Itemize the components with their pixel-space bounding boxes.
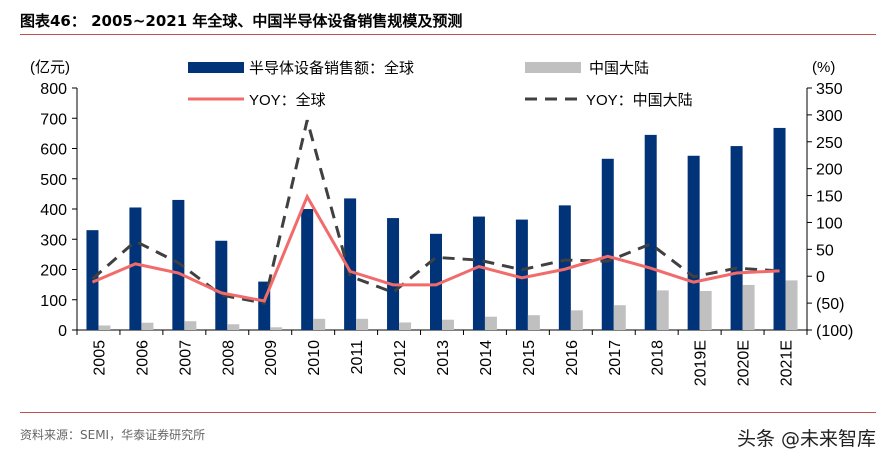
bar-global: [773, 127, 786, 331]
left-axis-label: (亿元): [30, 59, 70, 76]
line-yoy-china: [91, 119, 780, 305]
bar-china: [141, 322, 154, 330]
bar-global: [472, 216, 485, 330]
bar-china: [184, 321, 197, 330]
bar-global: [644, 134, 657, 330]
bar-global: [515, 219, 528, 330]
bar-china: [527, 315, 540, 330]
bar-china: [484, 316, 497, 330]
x-tick-label: 2011: [349, 340, 366, 375]
x-tick-label: 2008: [220, 340, 237, 376]
bar-china: [613, 305, 626, 330]
left-tick-label: 700: [40, 111, 67, 128]
right-tick-label: 100: [816, 215, 843, 232]
x-tick-label: 2010: [306, 340, 323, 376]
x-tick-label: 2021E: [779, 340, 796, 386]
left-tick-label: 100: [40, 293, 67, 310]
bar-china: [785, 280, 798, 330]
x-tick-label: 2013: [435, 340, 452, 376]
x-tick-label: 2007: [177, 340, 194, 376]
bar-global: [172, 199, 185, 330]
bar-china: [313, 318, 326, 330]
bar-china: [442, 319, 454, 330]
right-tick-label: (50): [816, 296, 844, 313]
left-tick-label: 800: [40, 81, 67, 98]
footer-divider: [20, 412, 876, 413]
bar-china: [656, 290, 669, 330]
bar-china: [270, 327, 283, 330]
left-tick-label: 300: [40, 232, 67, 249]
right-tick-label: 350: [816, 81, 843, 98]
bar-global: [601, 158, 614, 330]
right-tick-label: 300: [816, 108, 843, 125]
x-tick-label: 2005: [91, 340, 108, 376]
legend-swatch-global-bar: [188, 62, 244, 73]
right-tick-label: 200: [816, 162, 843, 179]
right-axis-label: (%): [812, 59, 835, 76]
left-tick-label: 200: [40, 263, 67, 280]
bar-global: [730, 146, 743, 330]
bar-global: [301, 209, 314, 330]
x-tick-label: 2014: [478, 340, 495, 376]
x-tick-label: 2009: [263, 340, 280, 376]
x-tick-label: 2006: [134, 340, 151, 376]
line-yoy-global: [91, 193, 780, 303]
left-tick-label: 500: [40, 172, 67, 189]
left-tick-label: 0: [58, 323, 67, 340]
watermark: 头条 @未来智库: [736, 428, 876, 450]
bar-global: [387, 218, 400, 330]
right-tick-label: 0: [816, 269, 825, 286]
legend-label: 中国大陆: [589, 60, 649, 77]
bar-china: [98, 325, 111, 330]
x-tick-label: 2020E: [736, 340, 753, 386]
legend-label: YOY：全球: [249, 91, 326, 109]
left-tick-label: 600: [40, 142, 67, 159]
x-tick-label: 2017: [607, 340, 624, 376]
x-tick-label: 2012: [392, 340, 409, 376]
bar-global: [430, 233, 442, 330]
x-tick-label: 2018: [650, 340, 667, 376]
right-tick-label: 50: [816, 242, 834, 259]
bar-china: [399, 322, 412, 330]
legend-swatch-china-bar: [525, 62, 581, 73]
x-tick-label: 2016: [564, 340, 581, 376]
right-tick-label: 150: [816, 189, 843, 206]
bar-global: [344, 198, 357, 330]
bar-china: [356, 318, 369, 330]
bar-china: [742, 284, 755, 330]
bar-china: [699, 290, 712, 330]
left-tick-label: 400: [40, 202, 67, 219]
legend-label: 半导体设备销售额：全球: [249, 59, 414, 77]
legend-label: YOY：中国大陆: [586, 92, 693, 109]
right-tick-label: (100): [816, 323, 853, 340]
bar-china: [227, 324, 240, 330]
x-tick-label: 2015: [521, 340, 538, 376]
figure-title: 图表46： 2005~2021 年全球、中国半导体设备销售规模及预测: [20, 12, 463, 30]
bar-global: [129, 207, 142, 330]
bar-global: [215, 240, 228, 330]
x-tick-label: 2019E: [693, 340, 710, 386]
source-note: 资料来源：SEMI，华泰证券研究所: [20, 428, 206, 442]
bar-china: [570, 310, 583, 330]
bar-global: [86, 230, 99, 330]
bar-global: [687, 155, 700, 330]
right-tick-label: 250: [816, 135, 843, 152]
title-divider: [20, 34, 876, 35]
